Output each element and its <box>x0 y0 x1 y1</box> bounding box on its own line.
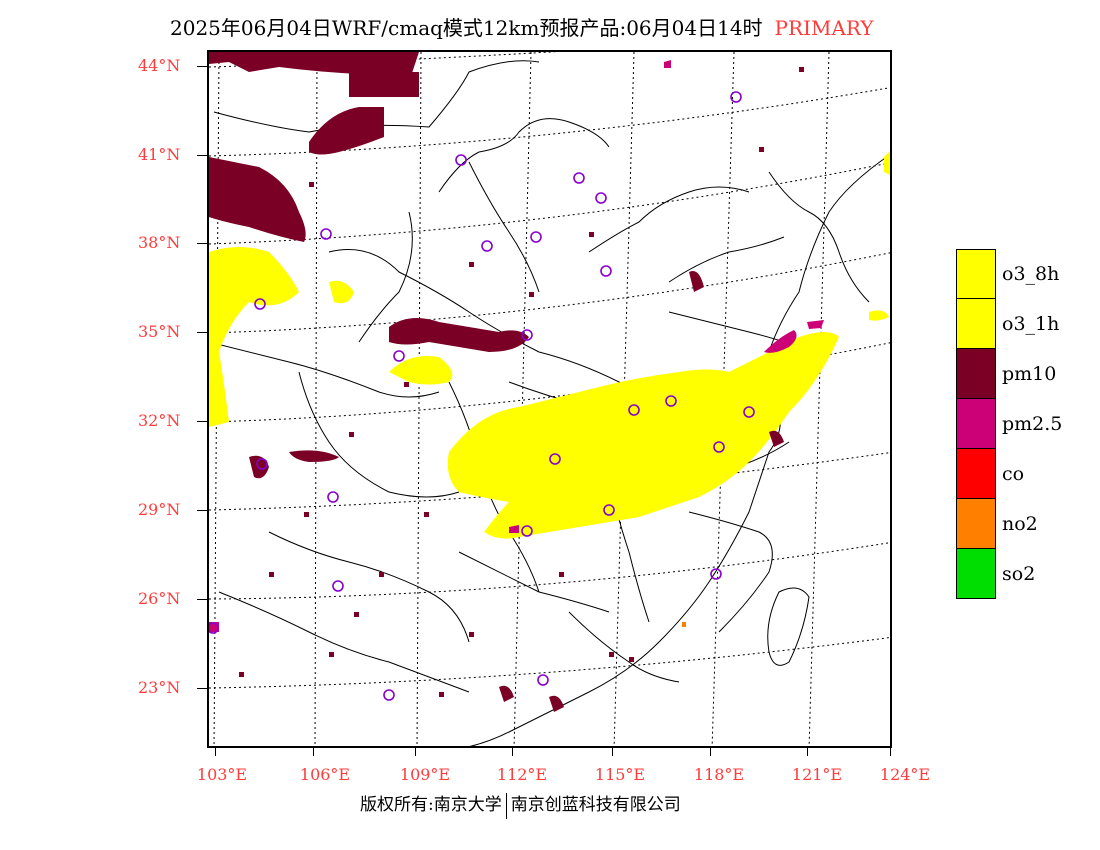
map-title: 2025年06月04日WRF/cmaq模式12km预报产品:06月04日14时 P… <box>170 12 874 41</box>
legend-label: co <box>1002 463 1025 485</box>
lat-label-26: 26°N <box>138 589 181 608</box>
lon-tick <box>313 748 314 756</box>
legend-item-pm10: pm10 <box>956 349 1100 399</box>
lat-label-29: 29°N <box>138 500 181 519</box>
legend-item-co: co <box>956 449 1100 499</box>
legend-label: o3_8h <box>1002 263 1060 285</box>
lon-label-118: 118°E <box>693 765 745 784</box>
copyright-footer: 版权所有:南京大学 南京创蓝科技有限公司 <box>360 790 681 819</box>
lon-label-112: 112°E <box>496 765 548 784</box>
map-canvas <box>209 52 890 746</box>
lat-label-38: 38°N <box>138 233 181 252</box>
lon-tick <box>415 748 416 756</box>
longitude-grid <box>213 52 830 746</box>
lon-tick <box>512 748 513 756</box>
copyright-company: 南京创蓝科技有限公司 <box>510 795 681 815</box>
lat-label-35: 35°N <box>138 322 181 341</box>
lat-label-41: 41°N <box>138 145 181 164</box>
lat-tick <box>197 599 207 600</box>
legend-swatch <box>956 499 996 549</box>
legend-swatch <box>956 549 996 599</box>
legend-item-o3-8h: o3_8h <box>956 249 1100 299</box>
lat-label-44: 44°N <box>138 56 181 75</box>
lat-tick <box>197 332 207 333</box>
legend-swatch <box>956 299 996 349</box>
lon-label-109: 109°E <box>399 765 451 784</box>
lat-label-32: 32°N <box>138 411 181 430</box>
coastline <box>469 154 890 746</box>
lon-label-124: 124°E <box>879 765 931 784</box>
title-text: 2025年06月04日WRF/cmaq模式12km预报产品:06月04日14时 <box>170 16 763 40</box>
copyright-owner: 版权所有:南京大学 <box>360 795 502 815</box>
pollutant-legend: o3_8h o3_1h pm10 pm2.5 co no2 so2 <box>956 249 1100 599</box>
scattered-pollution-cells <box>239 67 804 697</box>
lat-tick <box>197 243 207 244</box>
map-panel <box>207 50 892 748</box>
taiwan-outline <box>767 587 810 666</box>
lat-tick <box>197 155 207 156</box>
lon-tick <box>807 748 808 756</box>
lon-tick <box>215 748 216 756</box>
lon-label-106: 106°E <box>299 765 351 784</box>
legend-swatch <box>956 349 996 399</box>
lat-tick <box>197 421 207 422</box>
legend-item-so2: so2 <box>956 549 1100 599</box>
peninsula-outline <box>768 171 870 303</box>
legend-item-pm25: pm2.5 <box>956 399 1100 449</box>
lon-tick <box>890 748 891 756</box>
lon-tick <box>710 748 711 756</box>
province-borders <box>209 60 810 693</box>
footer-divider <box>505 792 507 819</box>
legend-label: so2 <box>1002 563 1036 585</box>
lat-tick <box>197 510 207 511</box>
pm10-pollution-areas <box>209 52 784 712</box>
lon-label-103: 103°E <box>196 765 248 784</box>
station-markers <box>209 91 755 701</box>
lat-tick <box>197 688 207 689</box>
primary-tag: PRIMARY <box>774 16 874 40</box>
lat-label-23: 23°N <box>138 678 181 697</box>
legend-swatch <box>956 449 996 499</box>
lon-label-121: 121°E <box>791 765 843 784</box>
legend-label: pm10 <box>1002 363 1057 385</box>
lat-tick <box>197 66 207 67</box>
legend-item-no2: no2 <box>956 499 1100 549</box>
legend-label: pm2.5 <box>1002 413 1063 435</box>
lon-tick <box>612 748 613 756</box>
o3-pollution-areas <box>209 151 890 539</box>
lon-label-115: 115°E <box>594 765 646 784</box>
legend-swatch <box>956 249 996 299</box>
legend-label: o3_1h <box>1002 313 1060 335</box>
legend-label: no2 <box>1002 513 1038 535</box>
legend-item-o3-1h: o3_1h <box>956 299 1100 349</box>
no2-cell <box>682 622 686 627</box>
legend-swatch <box>956 399 996 449</box>
